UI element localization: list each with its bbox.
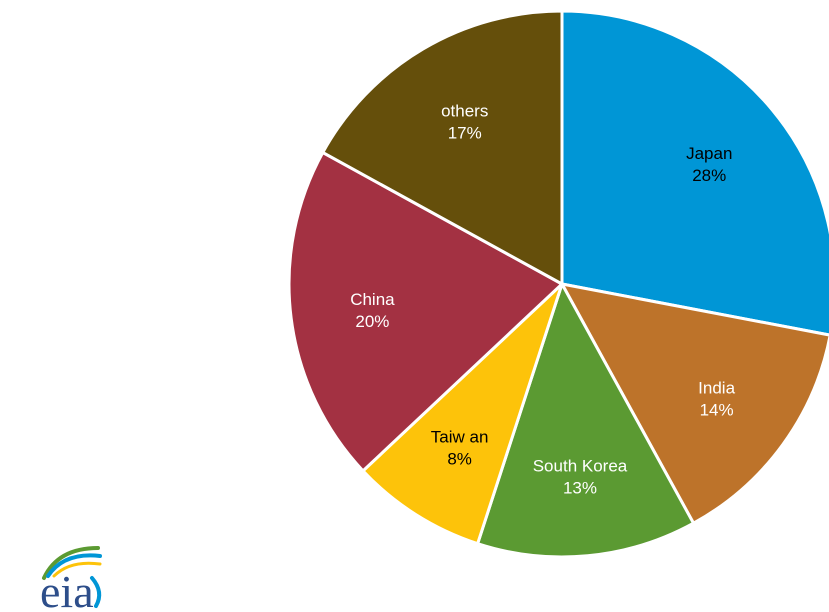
slice-label: India (698, 378, 735, 397)
slice-label: South Korea (533, 456, 628, 475)
slice-value-label: 8% (447, 449, 472, 468)
logo-swoosh-green (42, 546, 100, 580)
logo-swoosh-hook (90, 576, 102, 608)
logo-text: eia (40, 566, 94, 612)
pie-slice-south-korea (475, 280, 696, 559)
pie-slice-others (320, 9, 564, 287)
slice-value-label: 20% (355, 312, 389, 331)
slice-value-label: 17% (448, 124, 482, 143)
slice-value-label: 14% (700, 400, 734, 419)
pie-slice-taiw-an (360, 282, 564, 546)
slice-label: Japan (686, 144, 732, 163)
pie-labels: Japan 28% India 14% South Korea 13% Taiw an 8% C… (350, 102, 735, 498)
slice-value-label: 13% (563, 478, 597, 497)
pie-slice-india (559, 281, 829, 526)
logo-swoosh-yellow (52, 561, 102, 578)
pie-slices (287, 9, 829, 559)
pie-slice-japan (560, 9, 829, 337)
slice-label: China (350, 290, 395, 309)
slice-label: Taiw an (431, 427, 489, 446)
slice-label: others (441, 102, 488, 121)
logo-swoosh-blue (46, 553, 102, 578)
pie-slice-china (287, 150, 565, 474)
slice-value-label: 28% (692, 166, 726, 185)
